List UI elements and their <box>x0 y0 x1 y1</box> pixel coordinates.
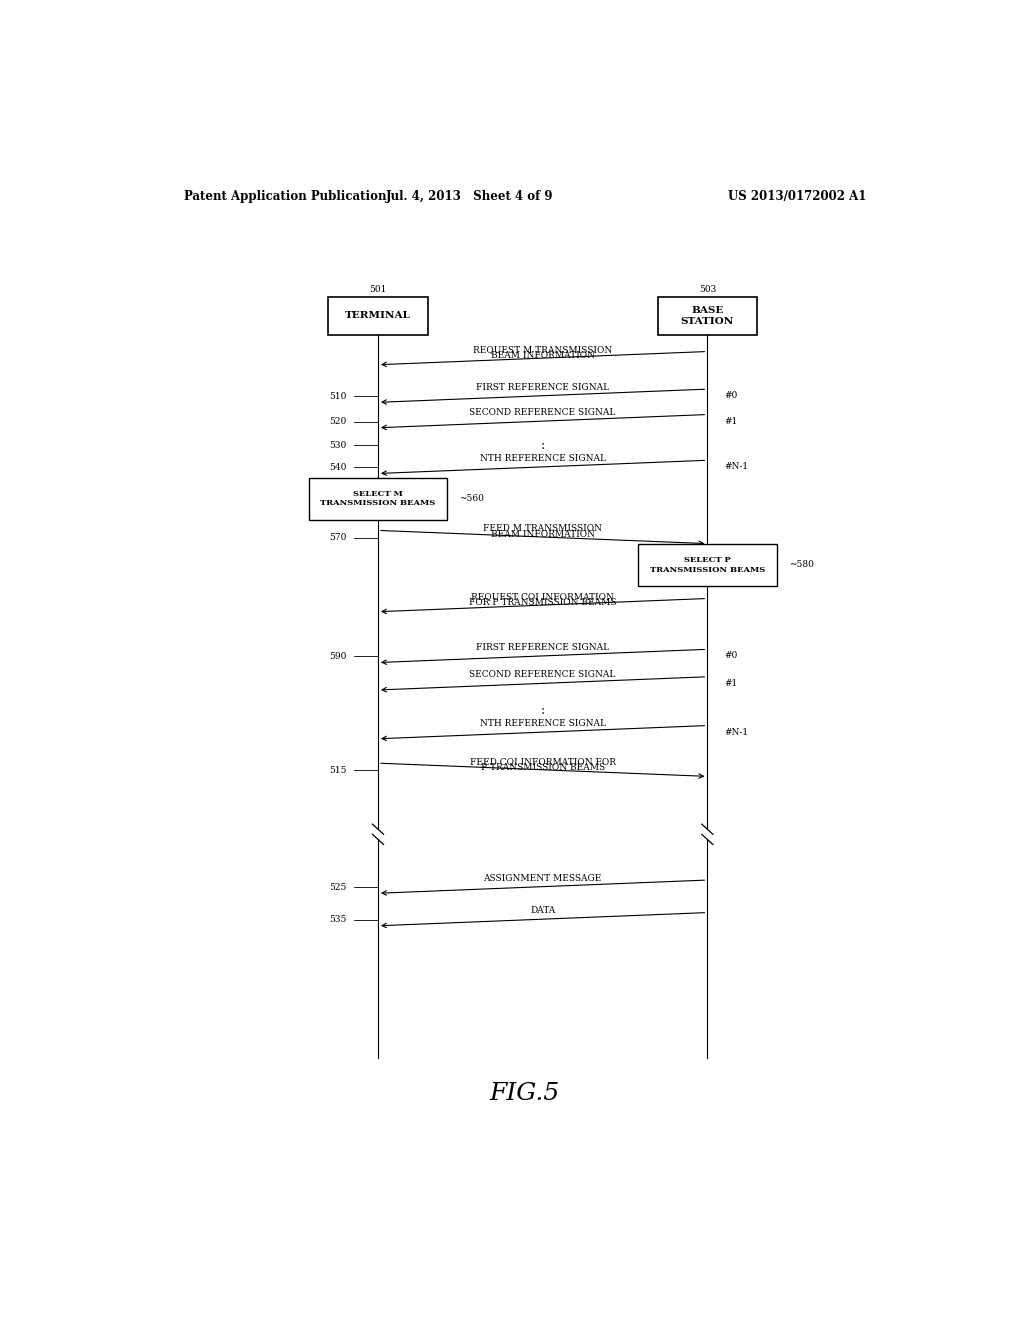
Text: SECOND REFERENCE SIGNAL: SECOND REFERENCE SIGNAL <box>469 408 615 417</box>
Text: Jul. 4, 2013   Sheet 4 of 9: Jul. 4, 2013 Sheet 4 of 9 <box>385 190 553 202</box>
Text: #1: #1 <box>725 417 738 425</box>
Text: US 2013/0172002 A1: US 2013/0172002 A1 <box>728 190 866 202</box>
Text: BEAM INFORMATION: BEAM INFORMATION <box>490 351 595 360</box>
Text: TERMINAL: TERMINAL <box>345 312 411 321</box>
Bar <box>638 544 777 586</box>
Text: ~560: ~560 <box>460 495 484 503</box>
Text: REQUEST M TRANSMISSION: REQUEST M TRANSMISSION <box>473 345 612 354</box>
Text: 501: 501 <box>370 285 387 293</box>
Text: REQUEST CQI INFORMATION: REQUEST CQI INFORMATION <box>471 593 614 601</box>
Text: 570: 570 <box>329 533 346 543</box>
Text: 503: 503 <box>698 285 716 293</box>
Text: FEED CQI INFORMATION FOR: FEED CQI INFORMATION FOR <box>470 756 615 766</box>
Text: FIG.5: FIG.5 <box>489 1082 560 1105</box>
Text: 520: 520 <box>329 417 346 426</box>
Text: #0: #0 <box>725 391 738 400</box>
Text: 530: 530 <box>329 441 346 450</box>
Text: FOR P TRANSMISSION BEAMS: FOR P TRANSMISSION BEAMS <box>469 598 616 607</box>
Text: :: : <box>541 704 545 717</box>
Text: 515: 515 <box>329 766 346 775</box>
Text: #0: #0 <box>725 652 738 660</box>
Text: FIRST REFERENCE SIGNAL: FIRST REFERENCE SIGNAL <box>476 383 609 392</box>
Text: ~580: ~580 <box>788 561 813 569</box>
Text: BASE
STATION: BASE STATION <box>681 306 734 326</box>
Text: ASSIGNMENT MESSAGE: ASSIGNMENT MESSAGE <box>483 874 602 883</box>
Text: #1: #1 <box>725 678 738 688</box>
Text: NTH REFERENCE SIGNAL: NTH REFERENCE SIGNAL <box>479 454 605 463</box>
Text: Patent Application Publication: Patent Application Publication <box>183 190 386 202</box>
Text: 510: 510 <box>329 392 346 401</box>
Text: :: : <box>541 438 545 451</box>
Bar <box>657 297 757 335</box>
Text: NTH REFERENCE SIGNAL: NTH REFERENCE SIGNAL <box>479 719 605 729</box>
Text: #N-1: #N-1 <box>725 727 749 737</box>
Text: #N-1: #N-1 <box>725 462 749 471</box>
Text: SECOND REFERENCE SIGNAL: SECOND REFERENCE SIGNAL <box>469 671 615 680</box>
Text: SELECT M
TRANSMISSION BEAMS: SELECT M TRANSMISSION BEAMS <box>321 490 435 507</box>
Text: SELECT P
TRANSMISSION BEAMS: SELECT P TRANSMISSION BEAMS <box>649 556 765 574</box>
Text: P TRANSMISSION BEAMS: P TRANSMISSION BEAMS <box>480 763 605 772</box>
Text: 590: 590 <box>329 652 346 661</box>
Bar <box>329 297 428 335</box>
Text: BEAM INFORMATION: BEAM INFORMATION <box>490 531 595 539</box>
Text: 540: 540 <box>329 463 346 471</box>
Text: 525: 525 <box>329 883 346 891</box>
Text: FEED M TRANSMISSION: FEED M TRANSMISSION <box>483 524 602 533</box>
Bar <box>308 478 447 520</box>
Text: 535: 535 <box>329 915 346 924</box>
Text: FIRST REFERENCE SIGNAL: FIRST REFERENCE SIGNAL <box>476 643 609 652</box>
Text: DATA: DATA <box>530 906 555 915</box>
